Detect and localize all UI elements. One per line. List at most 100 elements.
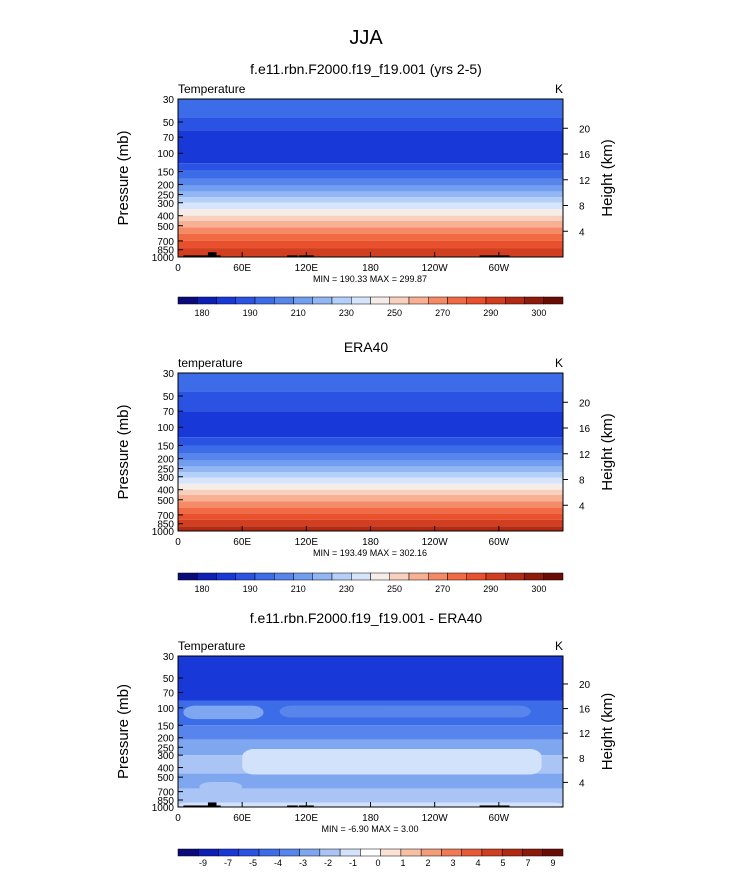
- contour-band: [178, 773, 563, 789]
- y-tick-label: 100: [157, 704, 174, 715]
- colorbar-swatch: [351, 296, 371, 305]
- y-tick-label: 1000: [152, 527, 175, 538]
- y-axis-label: Pressure (mb): [115, 684, 132, 779]
- panels: f.e11.rbn.F2000.f19_f19.001 (yrs 2-5) Tem…: [115, 61, 616, 868]
- colorbar-swatch: [485, 572, 506, 581]
- colorbar-swatch: [198, 848, 219, 857]
- x-tick-label: 60W: [489, 813, 510, 824]
- y-tick-label: 30: [163, 369, 175, 380]
- contour-band: [178, 163, 563, 170]
- height-tick-label: 12: [579, 176, 591, 187]
- colorbar-swatch: [216, 572, 236, 581]
- right-axis-label: Height (km): [599, 139, 616, 217]
- colorbar-swatch: [360, 848, 381, 857]
- x-tick-label: 120E: [295, 263, 319, 274]
- y-tick-label: 50: [163, 118, 175, 129]
- colorbar-swatch: [447, 572, 467, 581]
- contour-patch: [279, 705, 531, 718]
- colorbar-swatch: [380, 848, 402, 857]
- colorbar-swatch: [522, 848, 543, 857]
- contour-band: [178, 130, 563, 164]
- y-tick-label: 70: [163, 688, 175, 699]
- height-tick-label: 8: [579, 754, 585, 765]
- colorbar-swatch: [331, 572, 352, 581]
- x-tick-label: 60W: [489, 537, 510, 548]
- height-tick-label: 8: [579, 476, 585, 487]
- height-tick-label: 20: [579, 124, 591, 135]
- x-tick-label: 120W: [422, 813, 449, 824]
- contour-band: [178, 513, 563, 520]
- y-tick-label: 300: [157, 473, 174, 484]
- y-tick-label: 200: [157, 454, 174, 465]
- height-tick-label: 4: [579, 227, 585, 238]
- colorbar-label: 5: [500, 858, 505, 868]
- y-tick-label: 150: [157, 442, 174, 453]
- contour-band: [178, 197, 563, 203]
- contour-band: [178, 460, 563, 467]
- colorbar-swatch: [466, 296, 487, 305]
- colorbar-label: 290: [483, 584, 498, 594]
- colorbar-swatch: [274, 572, 294, 581]
- y-axis-label: Pressure (mb): [115, 130, 132, 225]
- variable-label: temperature: [178, 356, 243, 370]
- contour-band: [178, 656, 563, 701]
- height-tick-label: 20: [579, 398, 591, 409]
- contour-band: [178, 99, 563, 118]
- colorbar-swatch: [299, 848, 321, 857]
- colorbar-swatch: [254, 572, 275, 581]
- colorbar-swatch: [177, 848, 199, 857]
- right-axis-label: Height (km): [599, 693, 616, 771]
- colorbar-swatch: [279, 848, 300, 857]
- x-tick-label: 60W: [489, 263, 510, 274]
- colorbar-swatch: [466, 572, 487, 581]
- terrain-block: [183, 255, 221, 257]
- colorbar-swatch: [312, 296, 333, 305]
- colorbar-label: -4: [274, 858, 282, 868]
- y-tick-label: 1000: [152, 253, 175, 264]
- colorbar-label: 0: [375, 858, 380, 868]
- colorbar-swatch: [501, 848, 523, 857]
- contour-band: [178, 445, 563, 454]
- panel-title: ERA40: [344, 339, 389, 355]
- colorbar-label: 270: [435, 308, 450, 318]
- colorbar-label: 190: [243, 584, 258, 594]
- colorbar-swatch: [370, 296, 390, 305]
- colorbar-label: 9: [550, 858, 555, 868]
- contour-band: [178, 178, 563, 186]
- colorbar-label: 250: [387, 584, 402, 594]
- colorbar-swatch: [197, 296, 217, 305]
- colorbar-label: 2: [425, 858, 430, 868]
- colorbar-swatch: [408, 296, 429, 305]
- height-tick-label: 16: [579, 150, 591, 161]
- y-tick-label: 100: [157, 149, 174, 160]
- colorbar-label: 180: [195, 584, 210, 594]
- colorbar-swatch: [254, 296, 275, 305]
- contour-band: [178, 185, 563, 192]
- colorbar-swatch: [370, 572, 390, 581]
- y-tick-label: 850: [157, 520, 174, 531]
- contour-band: [178, 477, 563, 484]
- colorbar-swatch: [319, 848, 341, 857]
- colorbar-swatch: [235, 572, 256, 581]
- colorbar-swatch: [524, 296, 544, 305]
- colorbar-swatch: [524, 572, 544, 581]
- x-tick-label: 120W: [422, 263, 449, 274]
- contour-patch: [183, 705, 264, 720]
- colorbar-label: 210: [291, 584, 306, 594]
- contour-band: [178, 437, 563, 446]
- y-tick-label: 50: [163, 674, 175, 685]
- terrain-block: [183, 805, 221, 807]
- y-tick-label: 500: [157, 222, 174, 233]
- colorbar-label: 300: [531, 308, 546, 318]
- colorbar-label: 250: [387, 308, 402, 318]
- contour-band: [178, 227, 563, 234]
- colorbar-label: 270: [435, 584, 450, 594]
- x-tick-label: 0: [175, 263, 181, 274]
- units-label: K: [555, 82, 563, 96]
- y-tick-label: 30: [163, 652, 175, 663]
- colorbar-swatch: [216, 296, 236, 305]
- terrain-block: [207, 252, 217, 257]
- colorbar-label: 3: [450, 858, 455, 868]
- colorbar-swatch: [331, 296, 352, 305]
- colorbar-swatch: [293, 296, 313, 305]
